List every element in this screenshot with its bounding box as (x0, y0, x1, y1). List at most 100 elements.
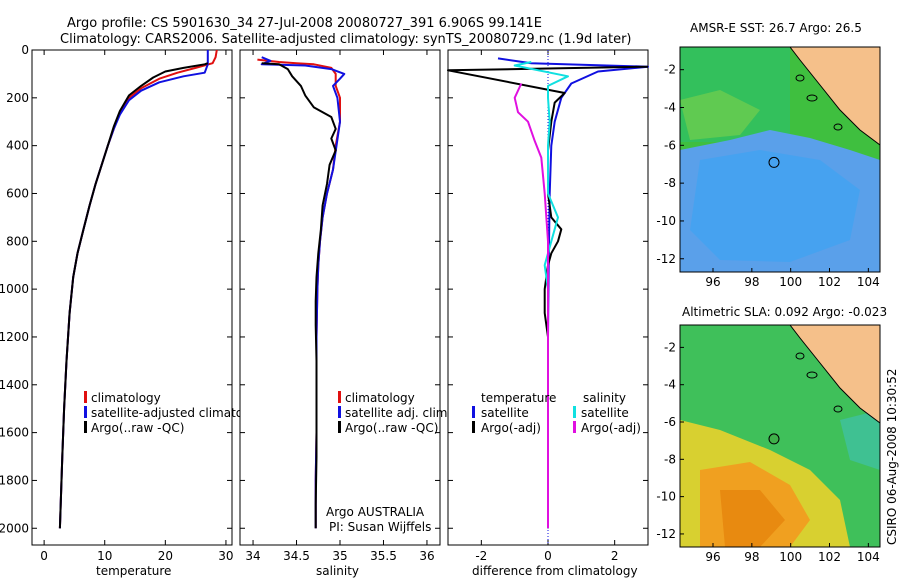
difference-legend-salinity: salinity (583, 391, 626, 405)
legend-swatch-black (472, 421, 475, 433)
sst-map-argo-marker (768, 156, 780, 168)
y-tick-label: 600 (6, 186, 29, 200)
sla-map-island (795, 352, 805, 360)
y-tick-label: 1600 (0, 426, 29, 440)
sla-map-island (833, 405, 843, 413)
difference-legend: temperature satellite Argo(-adj) salinit… (472, 391, 641, 435)
y-tick-label: 0 (21, 43, 29, 57)
x-tick-label: 34.5 (283, 549, 310, 563)
difference-xlabel: difference from climatology (472, 564, 638, 578)
sst-map-island (795, 74, 805, 82)
y-tick-label: 400 (6, 139, 29, 153)
difference-legend-temp-satellite: satellite (481, 406, 529, 420)
map-y-tick-label: -2 (664, 340, 676, 354)
sst-map-land (790, 47, 880, 145)
temperature-legend-climatology: climatology (91, 391, 161, 405)
map-x-tick-label: 102 (818, 275, 841, 289)
map-y-tick-label: -8 (664, 176, 676, 190)
salinity-legend: climatology satellite adj. clim. Argo(..… (338, 391, 451, 435)
x-tick-label: 0 (544, 549, 552, 563)
sla-map-teal-patch (840, 410, 880, 470)
difference-ticks: -2 0 2 (448, 49, 648, 563)
salinity-ticks: 34 34.5 35 35.5 36 (240, 49, 440, 563)
sst-map-ticks: 96 98 100 102 104 -2 -4 -6 -8 -10 -12 (656, 63, 879, 289)
sla-map-coastline (789, 325, 880, 424)
salinity-lines (257, 56, 346, 529)
sst-map-warm-patch (680, 90, 760, 140)
map-y-tick-label: -6 (664, 415, 676, 429)
x-tick-label: 35 (332, 549, 347, 563)
temperature-legend-argo: Argo(..raw -QC) (91, 421, 184, 435)
map-y-tick-label: -4 (664, 101, 676, 115)
difference-legend-sal-argo: Argo(-adj) (581, 421, 641, 435)
sst-map-image (680, 47, 880, 272)
map-y-tick-label: -4 (664, 378, 676, 392)
legend-swatch-red (84, 391, 87, 403)
map-x-tick-label: 104 (857, 550, 880, 564)
sst-map-frame (679, 46, 881, 273)
map-x-tick-label: 102 (818, 550, 841, 564)
temperature-legend: climatology satellite-adjusted climatolo… (84, 391, 269, 435)
salinity-legend-satellite: satellite adj. clim. (345, 406, 451, 420)
x-tick-label: 10 (97, 549, 112, 563)
map-x-tick-label: 96 (705, 550, 720, 564)
y-tick-label: 1000 (0, 282, 29, 296)
map-y-tick-label: -10 (656, 214, 676, 228)
x-tick-label: 2 (611, 549, 619, 563)
x-tick-label: 30 (218, 549, 233, 563)
side-timestamp: CSIRO 06-Aug-2008 10:30:52 (885, 369, 899, 545)
map-y-tick-label: -12 (656, 527, 676, 541)
legend-swatch-magenta (573, 421, 576, 433)
map-y-tick-label: -8 (664, 452, 676, 466)
legend-swatch-black (84, 421, 87, 433)
sst-map-panel: AMSR-E SST: 26.7 Argo: 26.5 96 98 100 102 10… (656, 21, 881, 289)
sst-map-cool-core (690, 150, 860, 262)
legend-swatch-blue (84, 406, 87, 418)
salinity-annotation-argo-australia: Argo AUSTRALIA (326, 505, 425, 519)
legend-swatch-red (338, 391, 341, 403)
difference-panel: -2 0 2 difference from climatology tempera… (447, 49, 649, 578)
salinity-panel: 34 34.5 35 35.5 36 salinity climatology sate… (239, 49, 451, 578)
temperature-xlabel: temperature (96, 564, 171, 578)
sla-map-image (680, 325, 880, 547)
series-line-magenta (513, 83, 549, 529)
sla-map-frame (679, 324, 881, 548)
legend-swatch-black (338, 421, 341, 433)
sla-map-title: Altimetric SLA: 0.092 Argo: -0.023 (682, 305, 887, 319)
difference-lines (447, 57, 649, 529)
y-tick-label: 1400 (0, 378, 29, 392)
header-line-1: Argo profile: CS 5901630_34 27-Jul-2008 … (67, 16, 542, 31)
header-line-2: Climatology: CARS2006. Satellite-adjuste… (60, 32, 632, 47)
y-tick-label: 800 (6, 234, 29, 248)
temperature-lines (58, 49, 218, 529)
series-line-cyan (513, 61, 569, 529)
x-tick-label: 35.5 (370, 549, 397, 563)
x-tick-label: 36 (419, 549, 434, 563)
difference-legend-sal-satellite: satellite (581, 406, 629, 420)
sla-map-ticks: 96 98 100 102 104 -2 -4 -6 -8 -10 -12 (656, 340, 879, 564)
map-y-tick-label: -12 (656, 252, 676, 266)
map-x-tick-label: 96 (705, 275, 720, 289)
sla-map-orange-core (720, 490, 785, 547)
temperature-legend-satellite: satellite-adjusted climatology (91, 406, 269, 420)
map-y-tick-label: -2 (664, 63, 676, 77)
x-tick-label: -2 (475, 549, 487, 563)
salinity-axes-frame (239, 49, 441, 546)
temperature-panel: 0 10 20 30 0 200 400 600 800 1000 1200 1400 1600 1800… (0, 43, 269, 578)
map-x-tick-label: 98 (744, 275, 759, 289)
salinity-xlabel: salinity (316, 564, 359, 578)
map-y-tick-label: -10 (656, 490, 676, 504)
y-tick-label: 2000 (0, 521, 29, 535)
sst-map-title: AMSR-E SST: 26.7 Argo: 26.5 (690, 21, 862, 35)
x-tick-label: 0 (40, 549, 48, 563)
map-y-tick-label: -6 (664, 138, 676, 152)
series-line-black (58, 62, 209, 529)
y-tick-label: 1200 (0, 330, 29, 344)
series-line-black (261, 62, 337, 529)
sst-map-coastline (789, 47, 880, 146)
y-tick-label: 1800 (0, 473, 29, 487)
salinity-legend-argo: Argo(..raw -QC) (345, 421, 438, 435)
difference-legend-temperature: temperature (481, 391, 556, 405)
map-x-tick-label: 104 (857, 275, 880, 289)
